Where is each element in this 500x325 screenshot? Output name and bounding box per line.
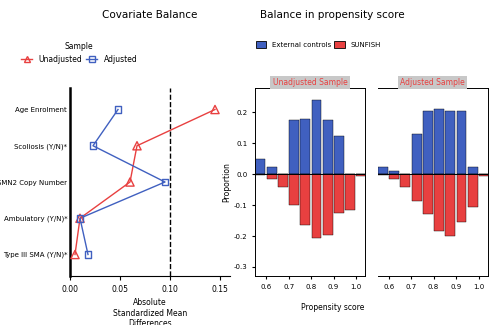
Legend: External controls, SUNFISH: External controls, SUNFISH bbox=[253, 38, 384, 51]
Point bbox=[89, 143, 97, 148]
Point bbox=[84, 252, 92, 257]
Bar bbox=[468, 174, 477, 207]
Bar bbox=[389, 171, 399, 174]
Bar bbox=[446, 111, 455, 174]
Bar bbox=[389, 174, 399, 179]
Point bbox=[211, 107, 219, 112]
Point bbox=[161, 179, 169, 185]
Point bbox=[114, 107, 122, 112]
Bar bbox=[423, 174, 432, 214]
Bar bbox=[289, 120, 299, 174]
Bar bbox=[412, 134, 422, 174]
Bar bbox=[334, 174, 344, 213]
Point bbox=[71, 252, 79, 257]
Bar bbox=[256, 174, 266, 175]
Bar bbox=[323, 174, 332, 235]
Bar bbox=[446, 174, 455, 236]
Text: Propensity score: Propensity score bbox=[301, 303, 364, 312]
Bar bbox=[412, 174, 422, 201]
X-axis label: Absolute
Standardized Mean
Differences: Absolute Standardized Mean Differences bbox=[113, 298, 187, 325]
Title: Unadjusted Sample: Unadjusted Sample bbox=[272, 78, 347, 87]
Bar bbox=[345, 174, 355, 210]
Bar bbox=[278, 174, 288, 187]
Bar bbox=[400, 174, 410, 187]
Bar bbox=[323, 120, 332, 174]
Bar bbox=[456, 111, 466, 174]
Bar bbox=[312, 100, 322, 174]
Bar bbox=[479, 174, 489, 176]
Bar bbox=[312, 174, 322, 238]
Bar bbox=[434, 110, 444, 174]
Bar bbox=[300, 119, 310, 174]
Bar bbox=[300, 174, 310, 225]
Bar bbox=[468, 166, 477, 174]
Title: Adjusted Sample: Adjusted Sample bbox=[400, 78, 465, 87]
Bar bbox=[378, 174, 388, 175]
Bar bbox=[334, 136, 344, 174]
Legend: Unadjusted, Adjusted: Unadjusted, Adjusted bbox=[18, 39, 140, 67]
Y-axis label: Proportion: Proportion bbox=[222, 162, 231, 202]
Bar bbox=[356, 174, 366, 176]
Bar bbox=[456, 174, 466, 222]
Point bbox=[76, 216, 84, 221]
Bar bbox=[378, 166, 388, 174]
Bar bbox=[256, 159, 266, 174]
Bar bbox=[289, 174, 299, 205]
Bar bbox=[423, 111, 432, 174]
Point bbox=[76, 216, 84, 221]
Bar bbox=[266, 174, 276, 179]
Text: Balance in propensity score: Balance in propensity score bbox=[260, 10, 405, 20]
Text: Covariate Balance: Covariate Balance bbox=[102, 10, 198, 20]
Bar bbox=[434, 174, 444, 231]
Point bbox=[126, 179, 134, 185]
Point bbox=[133, 143, 141, 148]
Bar bbox=[266, 166, 276, 174]
